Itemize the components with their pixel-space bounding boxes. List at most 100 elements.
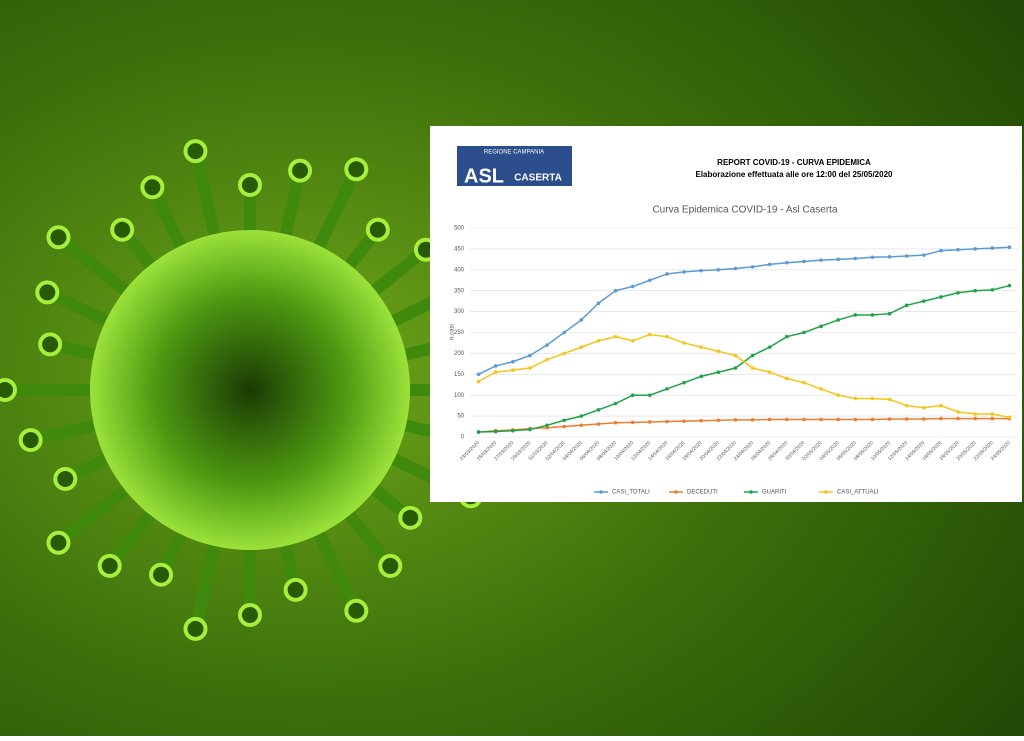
- data-point: [956, 410, 960, 414]
- data-point: [665, 387, 669, 391]
- data-point: [904, 417, 909, 421]
- data-point: [528, 353, 532, 358]
- y-tick-label: 50: [457, 414, 464, 420]
- data-point: [836, 393, 840, 398]
- legend-label: GUARITI: [762, 490, 787, 496]
- chart-title: Curva Epidemica COVID-19 - Asl Caserta: [652, 205, 838, 216]
- data-point: [699, 374, 703, 379]
- report-title: REPORT COVID-19 - CURVA EPIDEMICA: [717, 158, 871, 167]
- data-point: [511, 359, 515, 364]
- data-point: [630, 393, 635, 398]
- y-tick-label: 250: [454, 330, 465, 336]
- data-point: [939, 416, 943, 421]
- report-panel: [430, 126, 1022, 502]
- data-point: [476, 372, 481, 377]
- data-point: [870, 396, 875, 401]
- legend-label: CASI_TOTALI: [612, 490, 650, 496]
- data-point: [785, 417, 789, 422]
- y-tick-label: 200: [454, 351, 465, 357]
- data-point: [904, 303, 909, 308]
- data-point: [973, 247, 977, 251]
- data-point: [887, 311, 892, 316]
- y-tick-label: 450: [454, 246, 465, 252]
- y-tick-label: 400: [454, 267, 465, 273]
- data-point: [682, 419, 686, 423]
- data-point: [562, 424, 566, 429]
- data-point: [596, 422, 601, 426]
- y-tick-label: 0: [461, 435, 465, 441]
- data-point: [802, 417, 806, 422]
- data-point: [922, 253, 926, 257]
- data-point: [579, 318, 584, 322]
- logo-name: ASL: [464, 165, 504, 187]
- data-point: [682, 380, 686, 385]
- data-point: [613, 420, 618, 425]
- data-point: [716, 418, 721, 423]
- data-point: [956, 290, 960, 295]
- virus-spike-tip: [283, 577, 308, 602]
- data-point: [836, 417, 840, 422]
- y-tick-label: 350: [454, 288, 465, 294]
- virus-spike-tip: [35, 280, 60, 305]
- data-point: [750, 265, 755, 269]
- data-point: [716, 268, 721, 272]
- virus-spike-tip: [238, 603, 262, 627]
- virus-spike-tip: [18, 428, 43, 453]
- data-point: [1007, 415, 1012, 420]
- legend-label: DECEDUTI: [687, 490, 718, 496]
- virus-spike-tip: [46, 225, 71, 250]
- data-point: [870, 417, 875, 422]
- data-point: [682, 270, 686, 274]
- data-point: [596, 339, 601, 343]
- legend-label: CASI_ATTUALI: [837, 490, 879, 496]
- data-point: [922, 299, 926, 303]
- data-point: [853, 256, 858, 261]
- data-point: [613, 288, 618, 293]
- data-point: [699, 268, 703, 273]
- y-tick-label: 100: [454, 393, 465, 399]
- data-point: [887, 255, 892, 259]
- data-point: [545, 357, 549, 362]
- data-point: [887, 417, 892, 421]
- data-point: [596, 301, 601, 306]
- logo-city: CASERTA: [514, 173, 562, 184]
- data-point: [767, 345, 772, 349]
- data-point: [870, 255, 875, 260]
- data-point: [733, 353, 738, 358]
- data-point: [562, 330, 566, 335]
- data-point: [922, 417, 926, 421]
- data-point: [973, 412, 977, 416]
- virus-illustration: [0, 139, 483, 641]
- data-point: [819, 387, 823, 391]
- data-point: [836, 318, 840, 322]
- data-point: [767, 262, 772, 267]
- virus-spike-tip: [398, 505, 423, 530]
- virus-spike-tip: [183, 616, 208, 641]
- data-point: [579, 414, 584, 418]
- data-point: [939, 295, 943, 299]
- series-line: [478, 246, 1010, 375]
- data-point: [511, 368, 515, 372]
- data-point: [562, 418, 566, 423]
- data-point: [579, 423, 584, 428]
- data-point: [819, 417, 823, 422]
- legend-marker: [749, 490, 753, 494]
- data-point: [682, 341, 686, 345]
- data-point: [630, 339, 635, 343]
- data-point: [699, 345, 703, 349]
- data-point: [648, 420, 652, 424]
- virus-spike-tip: [149, 562, 174, 587]
- virus-spike-tip: [140, 175, 165, 200]
- data-point: [904, 254, 909, 258]
- data-point: [750, 366, 755, 370]
- data-point: [716, 349, 721, 354]
- data-point: [545, 426, 549, 430]
- data-point: [733, 366, 738, 370]
- data-point: [990, 246, 995, 250]
- data-point: [648, 332, 652, 337]
- data-point: [939, 403, 943, 408]
- virus-spike-tip: [365, 217, 390, 242]
- data-point: [596, 408, 601, 412]
- legend-marker: [674, 490, 678, 494]
